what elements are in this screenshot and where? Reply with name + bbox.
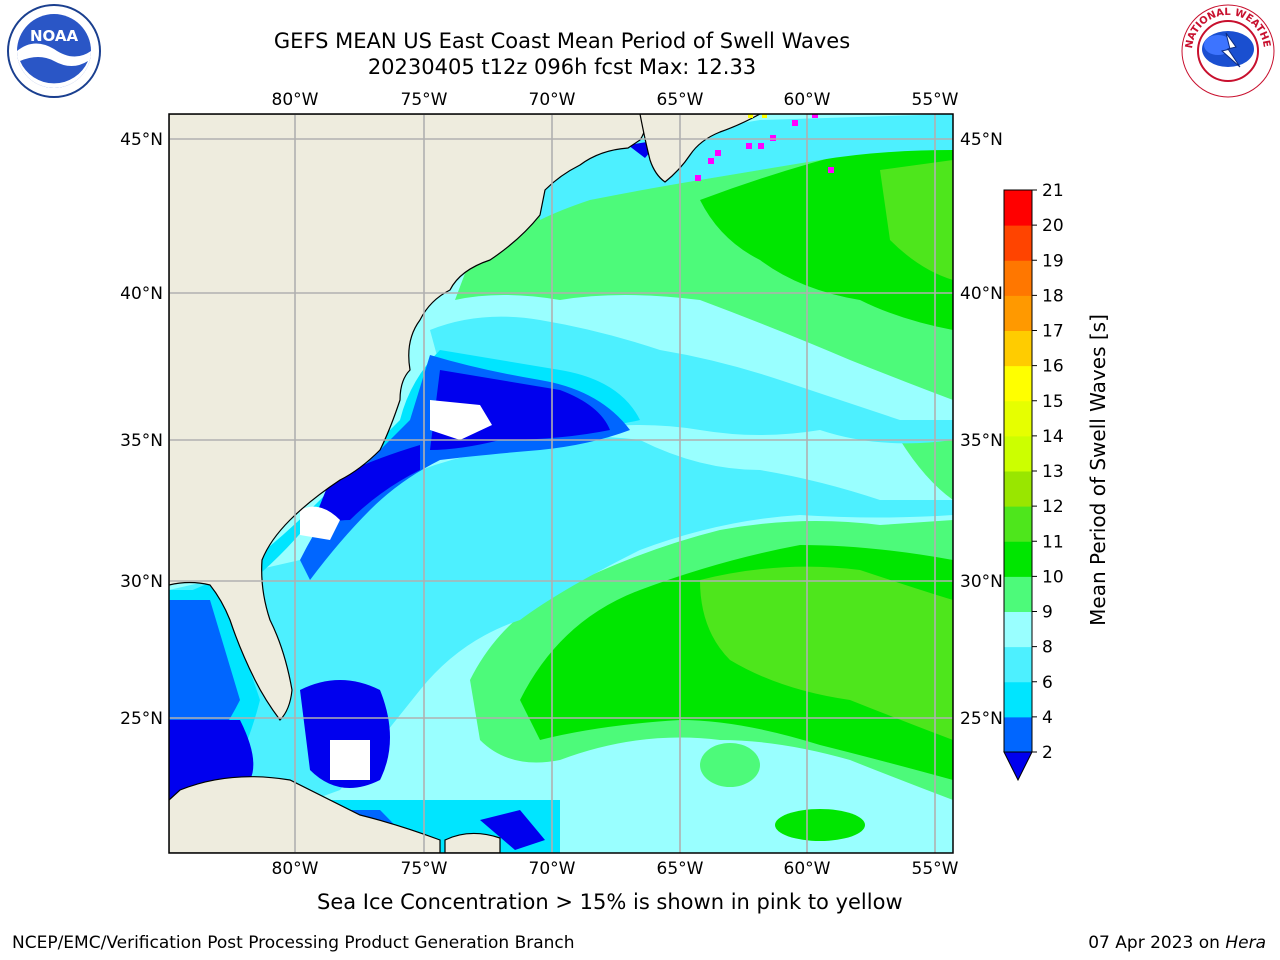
colorbar-swatch xyxy=(1004,611,1032,648)
colorbar-label: Mean Period of Swell Waves [s] xyxy=(1086,314,1110,626)
lon-tick-bottom: 80°W xyxy=(272,859,319,879)
colorbar-swatch xyxy=(1004,260,1032,296)
colorbar-tick-label: 21 xyxy=(1042,181,1064,201)
masked-bahamas xyxy=(330,740,370,780)
colorbar-swatch xyxy=(1004,506,1032,542)
map-field xyxy=(169,114,953,853)
colorbar-tick-label: 11 xyxy=(1042,532,1064,552)
colorbar-under-arrow xyxy=(1003,751,1033,782)
lon-tick-top: 70°W xyxy=(529,90,576,110)
noaa-logo-icon: NOAA xyxy=(7,4,101,98)
colorbar-swatch xyxy=(1004,365,1032,402)
swell-field-hispaniola xyxy=(480,810,545,850)
colorbar: 2 4 6 8 9 10 11 12 13 14 15 16 17 18 19 20 21 xyxy=(1003,181,1064,782)
colorbar-swatch xyxy=(1004,190,1032,226)
colorbar-swatch xyxy=(1004,541,1032,577)
lon-tick-bottom: 75°W xyxy=(401,859,448,879)
colorbar-swatch xyxy=(1004,330,1032,367)
colorbar-swatch xyxy=(1004,576,1032,612)
colorbar-tick-label: 6 xyxy=(1042,673,1053,693)
footer-date-text: 07 Apr 2023 on xyxy=(1088,933,1226,953)
lon-tick-bottom: 65°W xyxy=(657,859,704,879)
colorbar-swatch xyxy=(1004,400,1032,437)
lat-tick-left: 40°N xyxy=(120,284,163,304)
swell-field-11-12-south xyxy=(700,566,953,740)
colorbar-tick-label: 17 xyxy=(1042,322,1064,342)
footer-credit: NCEP/EMC/Verification Post Processing Pr… xyxy=(12,933,575,953)
land-cuba xyxy=(169,776,441,853)
swell-field-patch-sw xyxy=(775,809,865,841)
lat-tick-left: 30°N xyxy=(120,572,163,592)
masked-georgia xyxy=(300,506,340,540)
lon-tick-bottom: 70°W xyxy=(529,859,576,879)
colorbar-tick-label: 20 xyxy=(1042,216,1064,236)
masked-hatteras xyxy=(430,400,492,440)
colorbar-tick-label: 14 xyxy=(1042,427,1064,447)
colorbar-swatch xyxy=(1004,716,1032,753)
lon-tick-bottom: 60°W xyxy=(784,859,831,879)
lat-tick-left: 45°N xyxy=(120,130,163,150)
land-north-america xyxy=(169,114,646,721)
lat-tick-left: 35°N xyxy=(120,431,163,451)
noaa-logo-text: NOAA xyxy=(30,27,79,45)
colorbar-tick-label: 15 xyxy=(1042,392,1064,412)
colorbar-tick-label: 9 xyxy=(1042,603,1053,623)
sea-ice-markers-yellow xyxy=(748,114,767,118)
colorbar-swatch xyxy=(1004,471,1032,507)
lat-tick-right: 45°N xyxy=(960,130,1003,150)
colorbar-swatch xyxy=(1004,435,1032,472)
chart-title: GEFS MEAN US East Coast Mean Period of S… xyxy=(273,29,851,53)
colorbar-tick-label: 16 xyxy=(1042,357,1064,377)
footer-host: Hera xyxy=(1225,933,1266,953)
colorbar-tick-label: 4 xyxy=(1042,708,1053,728)
lon-tick-top: 55°W xyxy=(912,90,959,110)
sea-ice-note: Sea Ice Concentration > 15% is shown in … xyxy=(317,890,903,914)
lon-tick-top: 80°W xyxy=(272,90,319,110)
map-frame xyxy=(168,113,954,854)
lon-tick-top: 65°W xyxy=(657,90,704,110)
lat-tick-right: 35°N xyxy=(960,431,1003,451)
land-hispaniola xyxy=(444,832,501,853)
lat-tick-left: 25°N xyxy=(120,709,163,729)
swell-field-under-2-shelf xyxy=(310,445,420,530)
colorbar-swatch xyxy=(1004,681,1032,718)
colorbar-tick-label: 10 xyxy=(1042,567,1064,587)
chart-subtitle: 20230405 t12z 096h fcst Max: 12.33 xyxy=(367,55,757,79)
national-weather-service-logo-icon: NATIONAL WEATHER SERVICE xyxy=(1178,3,1275,98)
swell-field-patch-w xyxy=(700,743,760,787)
colorbar-tick-label: 12 xyxy=(1042,497,1064,517)
graticule xyxy=(169,114,953,853)
sea-ice-markers xyxy=(695,114,834,181)
lat-tick-right: 30°N xyxy=(960,572,1003,592)
footer-date: 07 Apr 2023 on Hera xyxy=(1088,933,1266,953)
swell-field-gulf-of-maine xyxy=(540,114,953,220)
colorbar-tick-label: 19 xyxy=(1042,251,1064,271)
colorbar-tick-label: 18 xyxy=(1042,286,1064,306)
colorbar-tick-label: 8 xyxy=(1042,638,1053,658)
colorbar-tick-label: 2 xyxy=(1042,743,1053,763)
lat-tick-right: 40°N xyxy=(960,284,1003,304)
colorbar-tick-label: 13 xyxy=(1042,462,1064,482)
colorbar-swatch xyxy=(1004,295,1032,331)
lon-tick-top: 60°W xyxy=(784,90,831,110)
lon-tick-bottom: 55°W xyxy=(912,859,959,879)
lon-tick-top: 75°W xyxy=(401,90,448,110)
lat-tick-right: 25°N xyxy=(960,709,1003,729)
colorbar-swatch xyxy=(1004,225,1032,261)
colorbar-swatch xyxy=(1004,646,1032,683)
